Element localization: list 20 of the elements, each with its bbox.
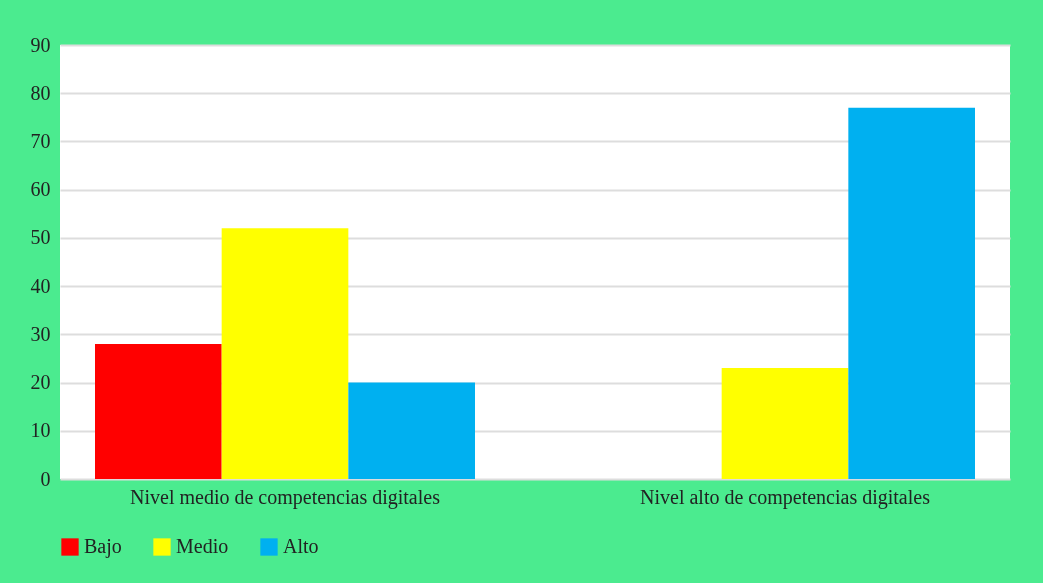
bar xyxy=(721,368,849,479)
bar xyxy=(348,382,475,479)
bar xyxy=(95,343,222,479)
y-tick-label: 20 xyxy=(30,371,51,394)
y-tick-label: 40 xyxy=(30,274,51,297)
y-tick-label: 0 xyxy=(40,467,51,490)
legend-label: Alto xyxy=(283,535,319,557)
y-tick-label: 10 xyxy=(30,419,51,442)
y-tick-label: 70 xyxy=(30,129,51,152)
y-tick-label: 30 xyxy=(30,322,51,345)
y-tick-label: 60 xyxy=(30,178,51,201)
x-tick-label: Nivel medio de competencias digitales xyxy=(130,485,441,509)
y-tick-label: 50 xyxy=(30,226,51,249)
y-tick-label: 80 xyxy=(30,81,51,104)
legend-label: Medio xyxy=(176,535,229,557)
y-tick-label: 90 xyxy=(30,33,51,56)
legend-label: Bajo xyxy=(84,535,122,558)
bar xyxy=(221,228,349,479)
bar xyxy=(848,107,975,479)
x-tick-label: Nivel alto de competencias digitales xyxy=(640,485,931,509)
